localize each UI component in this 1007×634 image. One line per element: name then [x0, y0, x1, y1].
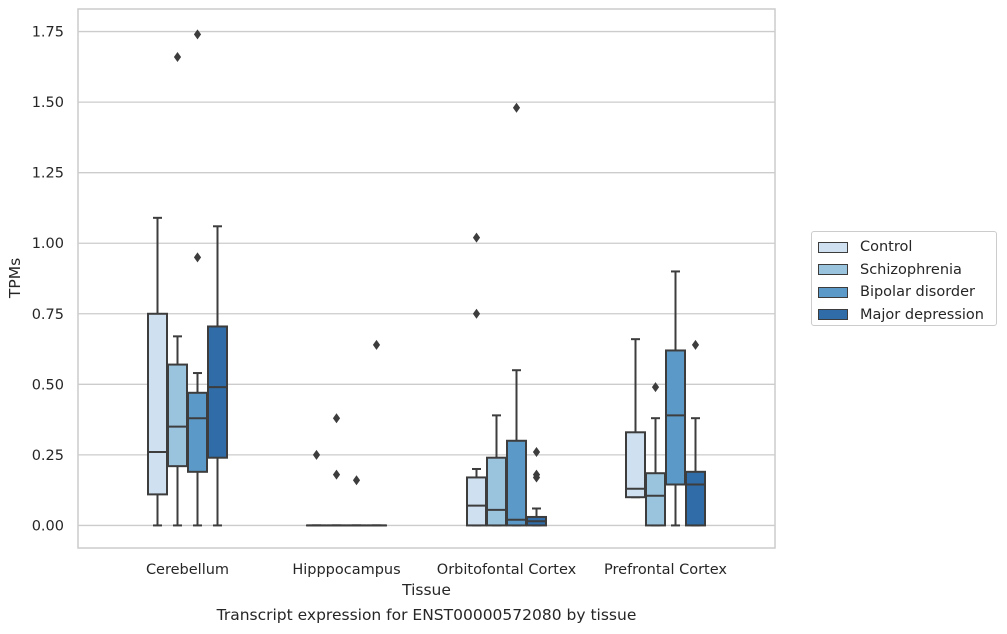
- y-tick-label: 1.25: [32, 166, 64, 182]
- y-tick-label: 1.00: [32, 236, 64, 252]
- box: [466, 476, 487, 527]
- x-tick-label: Prefrontal Cortex: [604, 562, 727, 578]
- outlier-point: [472, 308, 481, 319]
- y-tick-label: 1.50: [32, 95, 64, 111]
- y-tick-label: 0.00: [32, 518, 64, 534]
- box-0-1: [167, 51, 188, 527]
- outlier-point: [691, 339, 700, 350]
- box-1-0: [306, 449, 327, 527]
- outlier-point: [352, 475, 361, 486]
- box-0-2: [187, 29, 208, 527]
- y-tick-label: 0.75: [32, 307, 64, 323]
- outlier-point: [312, 449, 321, 460]
- box-3-3: [685, 339, 706, 527]
- y-axis-label: TPMs: [6, 258, 24, 299]
- box-3-2: [665, 270, 686, 527]
- outlier-point: [193, 252, 202, 263]
- box: [167, 363, 188, 468]
- box: [645, 472, 666, 527]
- x-tick-label: Cerebellum: [146, 562, 229, 578]
- box: [187, 391, 208, 473]
- box-1-1: [326, 413, 347, 527]
- box-0-3: [207, 225, 228, 527]
- outlier-point: [193, 29, 202, 40]
- box-2-1: [486, 414, 507, 527]
- legend-item: Control: [818, 236, 990, 259]
- outlier-point: [372, 339, 381, 350]
- plot-frame: [77, 8, 776, 549]
- box: [625, 431, 646, 499]
- outlier-point: [651, 382, 660, 393]
- outlier-point: [472, 232, 481, 243]
- box: [147, 312, 168, 496]
- box: [665, 349, 686, 486]
- outlier-point: [173, 51, 182, 62]
- legend-label: Major depression: [860, 306, 984, 323]
- box-1-2: [346, 475, 367, 527]
- outlier-point: [532, 447, 541, 458]
- legend-swatch: [818, 286, 848, 298]
- legend-swatch: [818, 309, 848, 321]
- legend-item: Schizophrenia: [818, 259, 990, 282]
- y-tick-label: 0.50: [32, 377, 64, 393]
- box-groups: [147, 29, 706, 527]
- x-tick-labels: Cerebellum Hipppocampus Orbitofontal Corte…: [146, 562, 727, 578]
- box: [207, 325, 228, 459]
- y-tick-label: 1.75: [32, 25, 64, 41]
- legend-label: Bipolar disorder: [860, 284, 975, 301]
- y-tick-label: 0.25: [32, 448, 64, 464]
- x-tick-label: Hipppocampus: [292, 562, 400, 578]
- outlier-point: [532, 469, 541, 480]
- box: [506, 439, 527, 527]
- box-0-0: [147, 216, 168, 527]
- box-2-2: [506, 102, 527, 527]
- y-tick-labels: 0.00 0.25 0.50 0.75 1.00 1.25 1.50 1.75: [32, 25, 64, 535]
- outlier-point: [512, 102, 521, 113]
- box-3-1: [645, 382, 666, 527]
- chart-caption: Transcript expression for ENST0000057208…: [216, 606, 637, 624]
- legend-label: Schizophrenia: [860, 261, 962, 278]
- box-3-0: [625, 338, 646, 499]
- box: [685, 470, 706, 527]
- legend: Control Schizophrenia Bipolar disorder Majo…: [811, 231, 997, 326]
- x-tick-label: Orbitofontal Cortex: [437, 562, 577, 578]
- outlier-point: [332, 469, 341, 480]
- legend-swatch: [818, 264, 848, 276]
- x-axis-label: Tissue: [401, 581, 451, 599]
- outlier-point: [332, 413, 341, 424]
- legend-swatch: [818, 241, 848, 253]
- box-2-0: [466, 232, 487, 527]
- legend-item: Bipolar disorder: [818, 281, 990, 304]
- box-1-3: [366, 339, 387, 527]
- box-2-3: [526, 447, 547, 527]
- box: [486, 456, 507, 527]
- legend-label: Control: [860, 239, 913, 256]
- legend-item: Major depression: [818, 304, 990, 327]
